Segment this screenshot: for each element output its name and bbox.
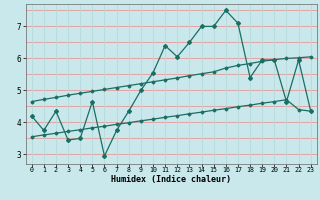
X-axis label: Humidex (Indice chaleur): Humidex (Indice chaleur) bbox=[111, 175, 231, 184]
